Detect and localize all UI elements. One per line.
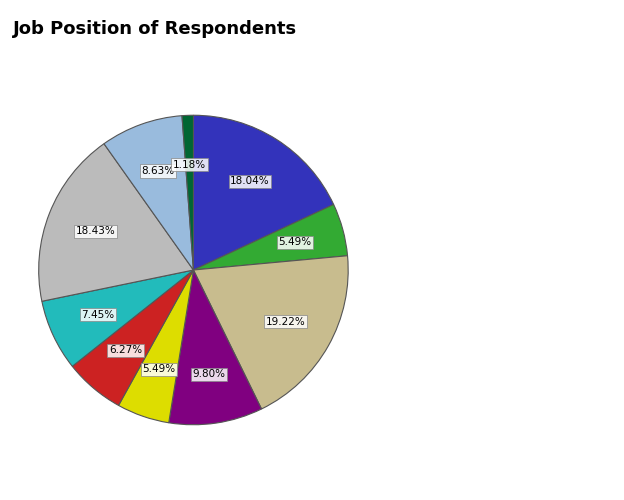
- Text: 5.49%: 5.49%: [142, 364, 175, 374]
- Text: 18.43%: 18.43%: [76, 226, 115, 236]
- Text: 5.49%: 5.49%: [278, 238, 311, 248]
- Wedge shape: [104, 116, 193, 270]
- Legend: Operations Manager, Quality control, safety,
environmental manager, Accountant, : Operations Manager, Quality control, saf…: [380, 56, 570, 259]
- Text: Job Position of Respondents: Job Position of Respondents: [12, 20, 296, 38]
- Text: 1.18%: 1.18%: [173, 160, 206, 170]
- Text: 8.63%: 8.63%: [141, 166, 174, 176]
- Wedge shape: [182, 115, 193, 270]
- Wedge shape: [168, 270, 261, 425]
- Text: 19.22%: 19.22%: [265, 316, 305, 326]
- Text: 7.45%: 7.45%: [82, 310, 115, 320]
- Wedge shape: [42, 270, 193, 366]
- Wedge shape: [39, 144, 193, 302]
- Wedge shape: [72, 270, 193, 406]
- Text: 9.80%: 9.80%: [192, 369, 225, 379]
- Wedge shape: [193, 256, 348, 409]
- Text: 18.04%: 18.04%: [230, 176, 270, 186]
- Wedge shape: [193, 115, 334, 270]
- Wedge shape: [193, 204, 348, 270]
- Wedge shape: [119, 270, 193, 423]
- Text: 6.27%: 6.27%: [109, 346, 142, 356]
